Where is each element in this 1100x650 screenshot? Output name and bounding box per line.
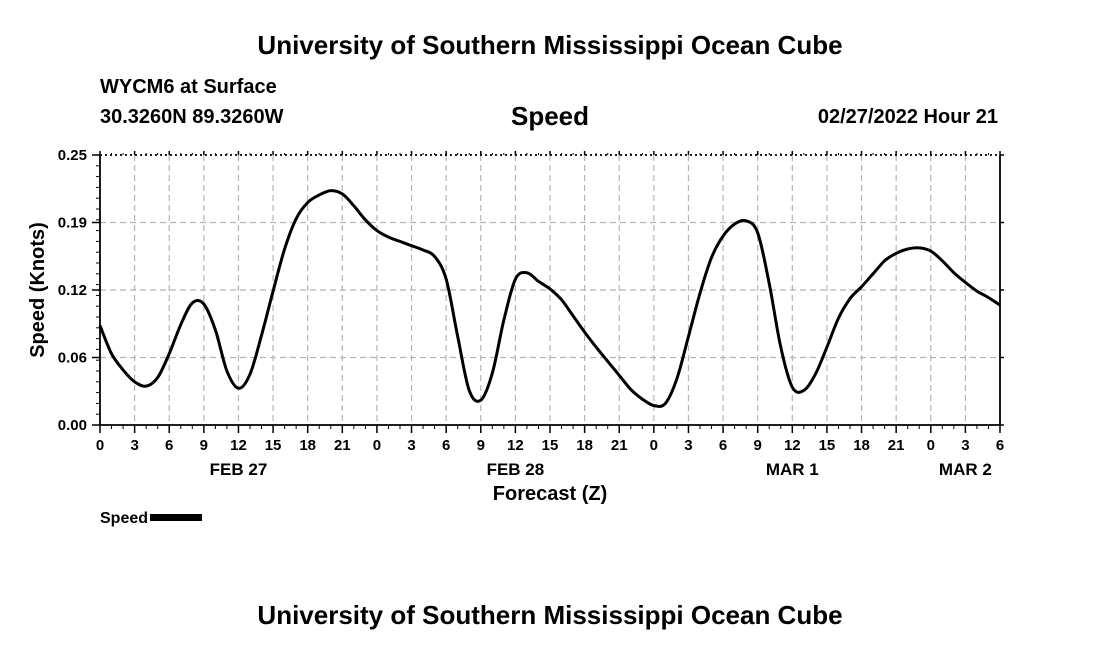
x-tick-label: 9 xyxy=(754,437,762,454)
x-tick-label: 12 xyxy=(230,437,247,454)
x-tick-label: 6 xyxy=(996,437,1004,454)
x-tick-label: 12 xyxy=(784,437,801,454)
x-tick-label: 0 xyxy=(650,437,658,454)
chart-title: Speed xyxy=(510,101,590,131)
date-label: FEB 28 xyxy=(487,460,545,479)
x-tick-label: 15 xyxy=(542,437,559,454)
x-tick-label: 0 xyxy=(927,437,935,454)
y-tick-label: 0.19 xyxy=(58,215,87,232)
coordinates-label: 30.3260N 89.3260W xyxy=(100,106,284,128)
date-label: MAR 2 xyxy=(939,460,992,479)
x-tick-label: 12 xyxy=(507,437,524,454)
page-title: University of Southern Mississippi Ocean… xyxy=(257,30,843,60)
x-tick-label: 6 xyxy=(165,437,173,454)
station-label: WYCM6 at Surface xyxy=(100,76,277,98)
x-tick-label: 21 xyxy=(611,437,628,454)
x-tick-label: 18 xyxy=(299,437,316,454)
date-label: MAR 1 xyxy=(766,460,819,479)
x-tick-label: 0 xyxy=(96,437,104,454)
x-tick-label: 15 xyxy=(819,437,836,454)
x-tick-label: 0 xyxy=(373,437,381,454)
legend-line-swatch xyxy=(150,514,203,522)
date-label: FEB 27 xyxy=(210,460,268,479)
series xyxy=(98,189,1001,408)
x-tick-label: 21 xyxy=(334,437,351,454)
x-tick-label: 3 xyxy=(407,437,415,454)
x-tick-label: 18 xyxy=(576,437,593,454)
x-tick-label: 3 xyxy=(684,437,692,454)
x-tick-label: 6 xyxy=(442,437,450,454)
x-axis-title: Forecast (Z) xyxy=(493,483,607,505)
grid xyxy=(100,155,1000,425)
datetime-label: 02/27/2022 Hour 21 xyxy=(817,106,998,128)
y-axis-title: Speed (Knots) xyxy=(27,222,49,358)
x-tick-label: 21 xyxy=(888,437,905,454)
x-tick-label: 9 xyxy=(200,437,208,454)
x-tick-label: 9 xyxy=(477,437,485,454)
y-tick-label: 0.06 xyxy=(58,350,87,367)
x-tick-label: 18 xyxy=(853,437,870,454)
x-tick-label: 15 xyxy=(265,437,282,454)
ticks xyxy=(92,151,1004,433)
tick-labels: 0 3 6 9 12 15 18 21 0 3 6 9 12 15 18 21 0 3 6 9 12 15 18 21 0 3 6 0… xyxy=(58,147,1004,479)
x-tick-label: 6 xyxy=(719,437,727,454)
y-tick-label: 0.25 xyxy=(58,147,87,164)
x-tick-label: 3 xyxy=(961,437,969,454)
series-line-speed xyxy=(98,189,1001,408)
legend: Speed xyxy=(100,510,203,528)
legend-label: Speed xyxy=(100,510,149,527)
y-tick-label: 0.12 xyxy=(58,282,87,299)
x-tick-label: 3 xyxy=(130,437,138,454)
y-tick-label: 0.00 xyxy=(58,417,87,434)
footer-title: University of Southern Mississippi Ocean… xyxy=(257,600,843,630)
